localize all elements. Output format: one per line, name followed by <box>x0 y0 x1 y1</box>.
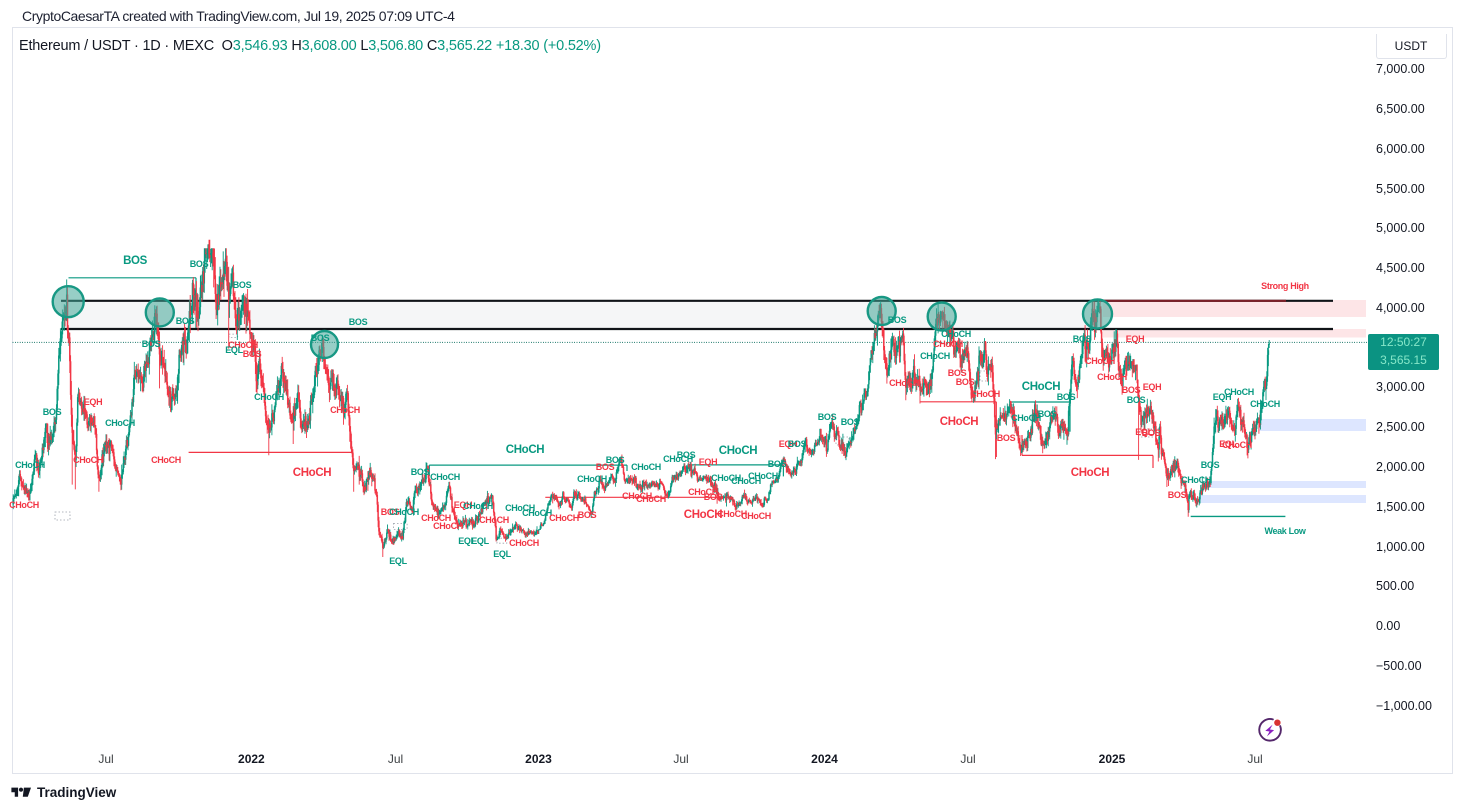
svg-text:CHoCH: CHoCH <box>933 339 963 349</box>
svg-text:CHoCH: CHoCH <box>105 418 135 428</box>
svg-text:CHoCH: CHoCH <box>941 329 971 339</box>
svg-text:BOS: BOS <box>788 439 807 449</box>
svg-text:CHoCH: CHoCH <box>73 455 103 465</box>
svg-text:BOS: BOS <box>1201 460 1220 470</box>
svg-text:EQL: EQL <box>1219 439 1237 449</box>
svg-text:CHoCH: CHoCH <box>688 487 718 497</box>
svg-text:CHoCH: CHoCH <box>549 513 579 523</box>
svg-text:BOS: BOS <box>1142 428 1161 438</box>
svg-text:BOS: BOS <box>997 433 1016 443</box>
svg-text:CHoCH: CHoCH <box>622 491 652 501</box>
svg-text:BOS: BOS <box>818 412 837 422</box>
svg-text:EQH: EQH <box>1143 382 1161 392</box>
svg-text:BOS: BOS <box>243 349 262 359</box>
svg-text:CHoCH: CHoCH <box>228 340 258 350</box>
svg-text:CHoCH: CHoCH <box>9 500 39 510</box>
svg-text:Strong High: Strong High <box>1261 281 1309 291</box>
svg-text:CHoCH: CHoCH <box>889 378 919 388</box>
svg-text:CHoCH: CHoCH <box>15 460 45 470</box>
svg-text:BOS: BOS <box>841 417 860 427</box>
svg-text:CHoCH: CHoCH <box>577 474 607 484</box>
svg-text:BOS: BOS <box>233 280 252 290</box>
svg-text:CHoCH: CHoCH <box>505 503 535 513</box>
svg-text:CHoCH: CHoCH <box>1085 356 1115 366</box>
svg-text:EQH: EQH <box>699 457 717 467</box>
svg-text:CHoCH: CHoCH <box>522 508 552 518</box>
svg-text:CHoCH: CHoCH <box>421 513 451 523</box>
svg-text:CHoCH: CHoCH <box>293 467 332 479</box>
svg-text:BOS: BOS <box>1073 334 1092 344</box>
svg-text:CHoCH: CHoCH <box>631 462 661 472</box>
svg-text:CHoCH: CHoCH <box>719 445 758 457</box>
svg-text:BOS: BOS <box>43 407 62 417</box>
svg-text:EQL: EQL <box>458 536 476 546</box>
svg-text:EQH: EQH <box>1126 334 1144 344</box>
svg-text:Weak Low: Weak Low <box>1264 526 1306 536</box>
svg-text:BOS: BOS <box>888 315 907 325</box>
svg-text:BOS: BOS <box>411 467 430 477</box>
svg-text:CHoCH: CHoCH <box>741 511 771 521</box>
svg-text:EQH: EQH <box>84 397 102 407</box>
svg-text:BOS: BOS <box>1038 409 1057 419</box>
svg-text:BOS: BOS <box>349 317 368 327</box>
svg-text:CHoCH: CHoCH <box>463 501 493 511</box>
svg-text:CHoCH: CHoCH <box>970 389 1000 399</box>
svg-text:BOS: BOS <box>768 459 787 469</box>
svg-text:BOS: BOS <box>311 333 330 343</box>
svg-text:EQH: EQH <box>454 500 472 510</box>
svg-text:BOS: BOS <box>1168 490 1187 500</box>
svg-text:CHoCH: CHoCH <box>389 507 419 517</box>
svg-text:EQL: EQL <box>389 556 407 566</box>
svg-text:BOS: BOS <box>381 507 400 517</box>
svg-text:BOS: BOS <box>1127 395 1146 405</box>
svg-text:CHoCH: CHoCH <box>1011 413 1041 423</box>
svg-text:BOS: BOS <box>123 255 148 267</box>
svg-text:CHoCH: CHoCH <box>636 494 666 504</box>
svg-text:EQL: EQL <box>471 536 489 546</box>
svg-text:CHoCH: CHoCH <box>509 538 539 548</box>
svg-text:CHoCH: CHoCH <box>1071 467 1110 479</box>
svg-text:BOS: BOS <box>956 377 975 387</box>
svg-text:CHoCH: CHoCH <box>151 455 181 465</box>
svg-text:BOS: BOS <box>948 368 967 378</box>
svg-text:CHoCH: CHoCH <box>1224 387 1254 397</box>
svg-text:CHoCH: CHoCH <box>1181 475 1211 485</box>
svg-text:CHoCH: CHoCH <box>663 454 693 464</box>
svg-text:BOS: BOS <box>190 259 209 269</box>
svg-text:CHoCH: CHoCH <box>731 476 761 486</box>
svg-text:CHoCH: CHoCH <box>479 515 509 525</box>
svg-text:BOS: BOS <box>677 450 696 460</box>
svg-text:BOS: BOS <box>578 510 597 520</box>
svg-text:BOS: BOS <box>1122 385 1141 395</box>
svg-text:BOS: BOS <box>176 316 195 326</box>
svg-text:BOS: BOS <box>596 462 615 472</box>
svg-text:EQL: EQL <box>493 549 511 559</box>
svg-text:CHoCH: CHoCH <box>254 392 284 402</box>
svg-text:CHoCH: CHoCH <box>748 471 778 481</box>
svg-text:BOS: BOS <box>704 492 723 502</box>
svg-text:CHoCH: CHoCH <box>506 444 545 456</box>
svg-text:CHoCH: CHoCH <box>433 521 463 531</box>
svg-text:CHoCH: CHoCH <box>1022 381 1061 393</box>
svg-text:BOS: BOS <box>142 339 161 349</box>
svg-text:EQL: EQL <box>225 345 243 355</box>
svg-text:CHoCH: CHoCH <box>1097 372 1127 382</box>
svg-text:BOS: BOS <box>606 455 625 465</box>
svg-text:CHoCH: CHoCH <box>717 509 747 519</box>
svg-text:CHoCH: CHoCH <box>430 472 460 482</box>
svg-text:CHoCH: CHoCH <box>1222 440 1252 450</box>
svg-text:BOS: BOS <box>1057 392 1076 402</box>
svg-text:CHoCH: CHoCH <box>940 416 979 428</box>
svg-text:CHoCH: CHoCH <box>920 351 950 361</box>
svg-text:CHoCH: CHoCH <box>1250 399 1280 409</box>
svg-text:EQH: EQH <box>1213 392 1231 402</box>
svg-text:CHoCH: CHoCH <box>684 509 723 521</box>
svg-text:EQL: EQL <box>1135 427 1153 437</box>
svg-text:CHoCH: CHoCH <box>330 405 360 415</box>
svg-text:EQH: EQH <box>779 439 797 449</box>
svg-text:CHoCH: CHoCH <box>711 473 741 483</box>
